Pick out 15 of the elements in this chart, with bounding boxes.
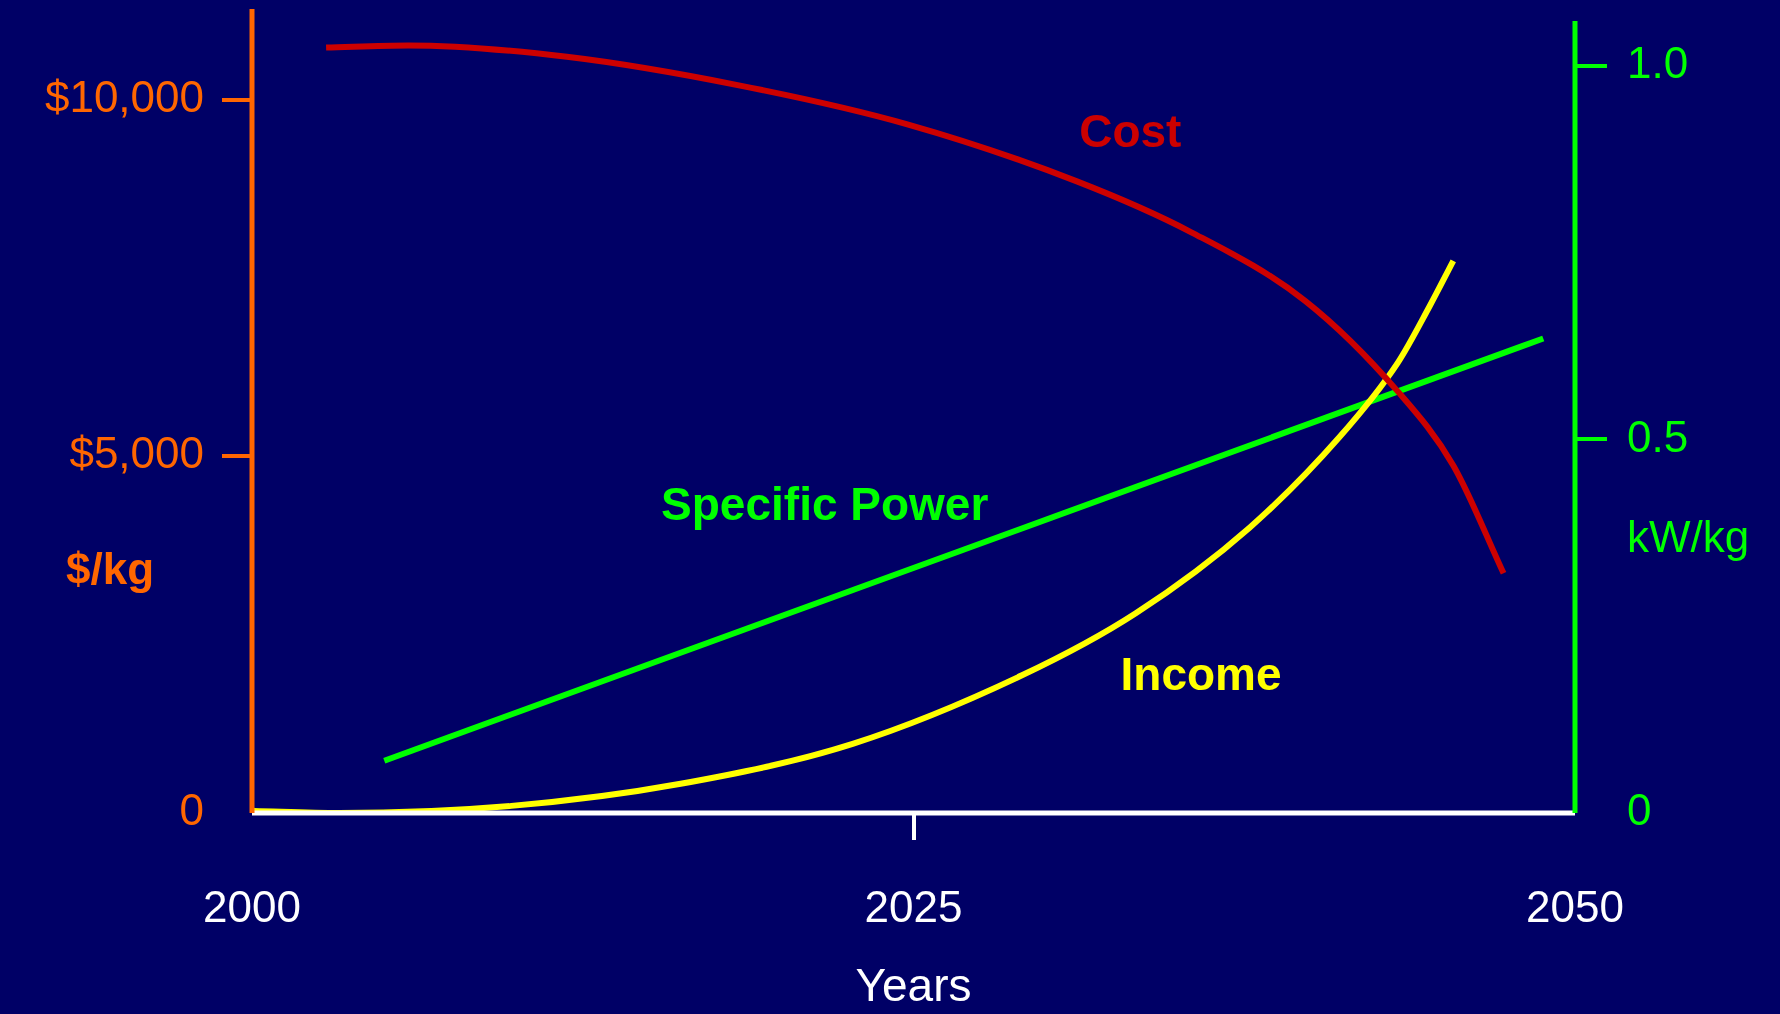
series-label: Cost (1079, 104, 1182, 157)
y2-tick-label: 0 (1627, 785, 1652, 835)
y-tick-label: 0 (179, 785, 204, 835)
y-axis-title: $/kg (65, 543, 155, 593)
series-label: Income (1120, 647, 1282, 700)
y2-axis-title: kW/kg (1626, 511, 1750, 561)
x-tick-label: 2025 (864, 881, 963, 931)
y2-tick-label: 1.0 (1627, 37, 1689, 87)
x-axis-title: Years (855, 958, 972, 1011)
y-tick-label: $5,000 (69, 428, 204, 478)
series-label: Specific Power (661, 477, 989, 530)
x-tick-label: 2050 (1526, 881, 1624, 931)
y-tick-label: $10,000 (44, 71, 204, 121)
y2-tick-label: 0.5 (1627, 411, 1689, 461)
x-tick-label: 2000 (203, 881, 301, 931)
